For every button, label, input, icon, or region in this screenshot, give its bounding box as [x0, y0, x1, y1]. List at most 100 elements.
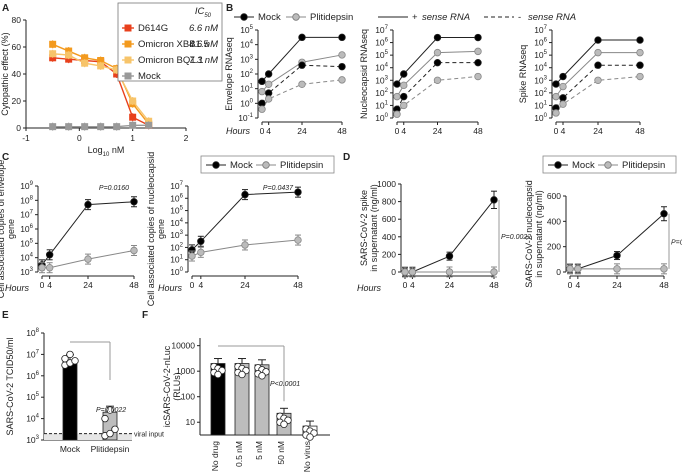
y-tick-label: 107 [375, 25, 388, 35]
x-tick-label: 4 [561, 126, 566, 136]
data-point-mock_minus [594, 61, 602, 69]
data-point-plit_minus [552, 109, 560, 117]
data-point-mock_plus [559, 72, 567, 81]
legend-box [200, 155, 335, 174]
legend-header: IC50 [195, 6, 212, 19]
y-tick-label: 600 [382, 214, 396, 224]
x-tick-label: 0 [77, 133, 82, 143]
x-tick-label: 24 [433, 126, 443, 136]
y-tick-label: 105 [26, 392, 39, 402]
y-tick-label: 1000 [176, 366, 195, 376]
x-tick-label: 0 [40, 280, 45, 290]
data-point-plit_minus [338, 76, 346, 84]
p-value: P=0.0022 [96, 407, 126, 414]
x-axis-label: Log10 nM [88, 145, 125, 158]
data-point-plitidepsin [574, 265, 582, 273]
y-tick-label: 101 [375, 100, 388, 110]
x-tick-label: 48 [337, 126, 347, 136]
replicate-point [238, 370, 246, 379]
y-tick-label: 80 [12, 15, 22, 25]
y-tick-label: 105 [20, 238, 33, 248]
category-label: 5 nM [254, 441, 264, 460]
series-line-plit_plus [396, 50, 479, 97]
data-point-mock_minus [636, 61, 644, 69]
y-tick-label: 200 [547, 242, 561, 252]
legend-label: Omicron BQ1.1 [138, 55, 203, 66]
y-tick-label: 1000 [377, 179, 396, 189]
x-tick-label: 24 [297, 126, 307, 136]
y-tick-label: 108 [20, 195, 33, 205]
x-tick-label: 0 [395, 126, 400, 136]
p-value: P=0.0260 [671, 239, 682, 246]
data-point-mock_plus [552, 80, 560, 88]
y-tick-label: 800 [382, 197, 396, 207]
data-point-mock_plus [264, 70, 273, 78]
legend-minus: - [518, 12, 521, 23]
data-point-mock_plus [298, 33, 306, 42]
legend-sense-plus: sense RNA [422, 12, 470, 23]
data-point-2 [49, 50, 57, 58]
data-point-mock [294, 188, 302, 196]
data-point-plitidepsin [566, 265, 574, 273]
data-point-mock_plus [400, 70, 408, 78]
y-tick-label: 107 [534, 25, 547, 35]
legend-mock-label: Mock [572, 160, 595, 171]
y-tick-label: 104 [26, 414, 39, 424]
data-point-2 [81, 59, 89, 67]
legend-sense-minus: sense RNA [528, 12, 576, 23]
series-line-mock [405, 199, 495, 273]
series-line-plit_plus [555, 52, 640, 97]
series-line-mock_plus [555, 39, 640, 85]
data-point-mock [45, 251, 54, 259]
x-axis-prefix: Hours [226, 126, 251, 136]
replicate-point [214, 370, 222, 379]
legend-ic50: 4.6 nM [189, 39, 218, 50]
replicate-point [280, 420, 288, 429]
y-tick-label: 0 [391, 267, 396, 277]
replicate-point [258, 372, 266, 380]
viral-input-label: viral input [134, 432, 164, 439]
x-tick-label: 0 [568, 280, 573, 290]
data-point-plit_plus [338, 51, 346, 59]
data-point-plit_plus [258, 87, 266, 96]
y-tick-label: 107 [26, 349, 39, 359]
legend-plit-marker [604, 161, 612, 169]
data-point-plit_minus [636, 72, 644, 81]
y-tick-label: 10-1 [238, 113, 253, 123]
data-point-mock_minus [559, 94, 567, 102]
bar-0 [62, 360, 78, 441]
legend-mock-marker [212, 161, 220, 169]
x-tick-label: 1 [130, 133, 135, 143]
data-point-1 [49, 40, 57, 48]
x-tick-label: 24 [593, 126, 603, 136]
y-tick-label: 104 [20, 253, 33, 263]
data-point-mock [197, 237, 205, 245]
replicate-point [306, 433, 314, 441]
x-tick-label: 24 [612, 280, 622, 290]
data-point-mock [613, 251, 621, 260]
series-line-mock_plus [261, 36, 342, 82]
x-tick-label: 48 [473, 126, 483, 136]
y-tick-label: 106 [375, 38, 388, 48]
y-tick-label: 104 [534, 63, 547, 73]
replicate-point [111, 425, 119, 433]
category-label: Mock [60, 444, 81, 454]
data-point-plit_minus [393, 110, 401, 118]
panel-label-d: D [343, 152, 350, 163]
y-axis-label: Cell associated copies of nucleocapsidge… [146, 152, 166, 307]
y-tick-label: 100 [181, 392, 195, 402]
legend-label: D614G [138, 23, 168, 34]
y-tick-label: 106 [26, 371, 39, 381]
y-axis-label: SARS-CoV-2 TCID50/ml [5, 338, 15, 436]
legend-plit-label: Plitidepsin [622, 160, 665, 171]
legend-plus: + [412, 12, 418, 23]
y-tick-label: 20 [12, 96, 22, 106]
data-point-plitidepsin [188, 252, 196, 260]
x-tick-label: 4 [401, 126, 406, 136]
data-point-plit_minus [400, 101, 408, 110]
data-point-mock_minus [298, 61, 306, 69]
y-axis-label: Cell associated copies of envelopegene [0, 160, 16, 299]
y-tick-label: 103 [240, 54, 253, 64]
